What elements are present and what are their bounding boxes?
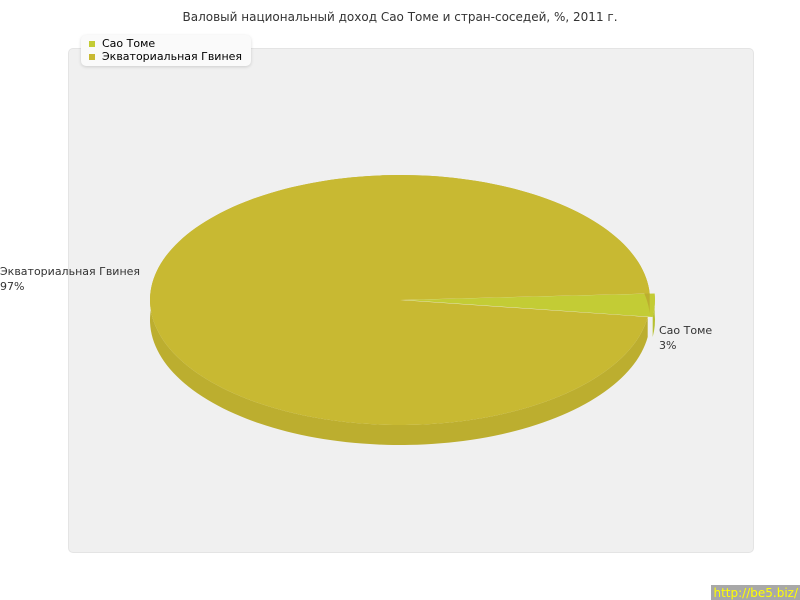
legend-item[interactable]: Экваториальная Гвинея [89, 50, 242, 63]
slice-label-equatorial-guinea: Экваториальная Гвинея 97% [0, 264, 140, 294]
legend-swatch [89, 53, 95, 60]
chart-title: Валовый национальный доход Сао Томе и ст… [182, 10, 618, 24]
pie-slice[interactable] [405, 293, 655, 337]
slice-name: Экваториальная Гвинея [0, 265, 141, 278]
slice-percent: 97% [0, 280, 25, 293]
legend-item[interactable]: Сао Томе [89, 37, 242, 50]
slice-percent: 3% [659, 339, 677, 352]
pie-slice-top [405, 293, 655, 317]
pie-slice-side [652, 293, 655, 337]
slice-name: Сао Томе [659, 324, 713, 337]
legend: Сао Томе Экваториальная Гвинея [81, 35, 252, 66]
slice-label-sao-tome: Сао Томе 3% [659, 323, 712, 353]
legend-label: Экваториальная Гвинея [102, 50, 243, 63]
pie-slice-top [150, 174, 650, 425]
watermark: http://be5.biz/ [711, 585, 800, 600]
legend-swatch [89, 40, 95, 47]
legend-label: Сао Томе [102, 37, 156, 50]
pie-slice[interactable] [150, 174, 650, 445]
